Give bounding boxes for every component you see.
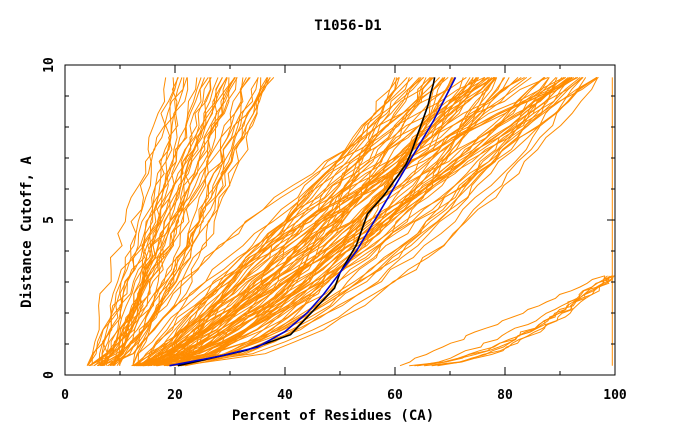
- model-line: [88, 77, 223, 367]
- model-line: [409, 275, 615, 367]
- model-line: [143, 77, 504, 367]
- model-line: [424, 275, 614, 367]
- model-line: [137, 77, 546, 367]
- model-line: [140, 77, 498, 367]
- x-tick-label: 40: [277, 388, 293, 403]
- model-line: [97, 77, 235, 367]
- model-line: [163, 77, 454, 367]
- model-line: [180, 77, 587, 367]
- model-line: [132, 76, 577, 366]
- model-line: [89, 77, 259, 367]
- model-line: [139, 77, 408, 367]
- model-line: [166, 77, 599, 367]
- highlight-line-black: [177, 77, 436, 367]
- model-line: [174, 77, 400, 367]
- model-line: [137, 76, 467, 366]
- model-line: [99, 77, 269, 367]
- model-line: [91, 77, 188, 366]
- model-line: [155, 77, 546, 367]
- model-line: [133, 77, 557, 367]
- model-line: [184, 77, 413, 366]
- model-line: [132, 76, 485, 366]
- model-line: [157, 77, 571, 367]
- model-line: [113, 77, 185, 366]
- model-line: [101, 77, 212, 367]
- model-line: [156, 77, 584, 367]
- model-line: [143, 77, 400, 367]
- model-line: [113, 77, 179, 366]
- y-tick-label: 10: [42, 57, 57, 73]
- model-line: [136, 77, 572, 367]
- highlight-line-blue: [169, 77, 457, 367]
- model-line: [171, 77, 506, 367]
- model-line: [150, 76, 525, 366]
- model-line: [164, 77, 453, 367]
- x-tick-label: 0: [61, 388, 69, 403]
- model-line: [145, 76, 489, 366]
- model-line: [399, 275, 605, 367]
- model-line: [142, 77, 456, 367]
- model-line: [167, 77, 424, 366]
- model-line: [103, 77, 189, 366]
- model-line: [101, 77, 167, 366]
- model-line: [143, 77, 558, 367]
- model-line: [135, 77, 497, 367]
- model-line: [173, 77, 583, 367]
- model-line: [417, 275, 610, 367]
- model-line: [155, 77, 573, 367]
- y-axis-label: Distance Cutoff, A: [19, 156, 35, 308]
- model-line: [102, 77, 202, 366]
- plot-series: [86, 76, 615, 367]
- model-line: [137, 76, 573, 366]
- model-line: [139, 77, 427, 367]
- x-tick-label: 80: [497, 388, 513, 403]
- x-tick-label: 60: [387, 388, 403, 403]
- x-tick-label: 100: [603, 388, 627, 403]
- chart-title: T1056-D1: [314, 18, 381, 34]
- y-tick-label: 5: [42, 216, 57, 224]
- model-line: [141, 77, 495, 367]
- model-line: [417, 275, 614, 367]
- model-line: [156, 77, 444, 367]
- model-line: [102, 77, 236, 366]
- model-line: [139, 77, 396, 367]
- x-axis-label: Percent of Residues (CA): [232, 408, 434, 424]
- model-line: [87, 77, 228, 366]
- y-tick-label: 0: [42, 371, 57, 379]
- model-line: [112, 77, 211, 367]
- model-line: [109, 77, 198, 367]
- model-line: [414, 275, 613, 367]
- axis-ticks: 0 20 40 60 80 100 0 5 10: [42, 57, 627, 403]
- model-line: [118, 77, 236, 366]
- model-line: [172, 77, 397, 367]
- model-line: [431, 275, 608, 367]
- model-line: [111, 77, 247, 367]
- model-line: [180, 77, 446, 367]
- model-line: [179, 77, 528, 367]
- model-line: [118, 77, 237, 366]
- x-tick-label: 20: [167, 388, 183, 403]
- model-line: [134, 77, 550, 367]
